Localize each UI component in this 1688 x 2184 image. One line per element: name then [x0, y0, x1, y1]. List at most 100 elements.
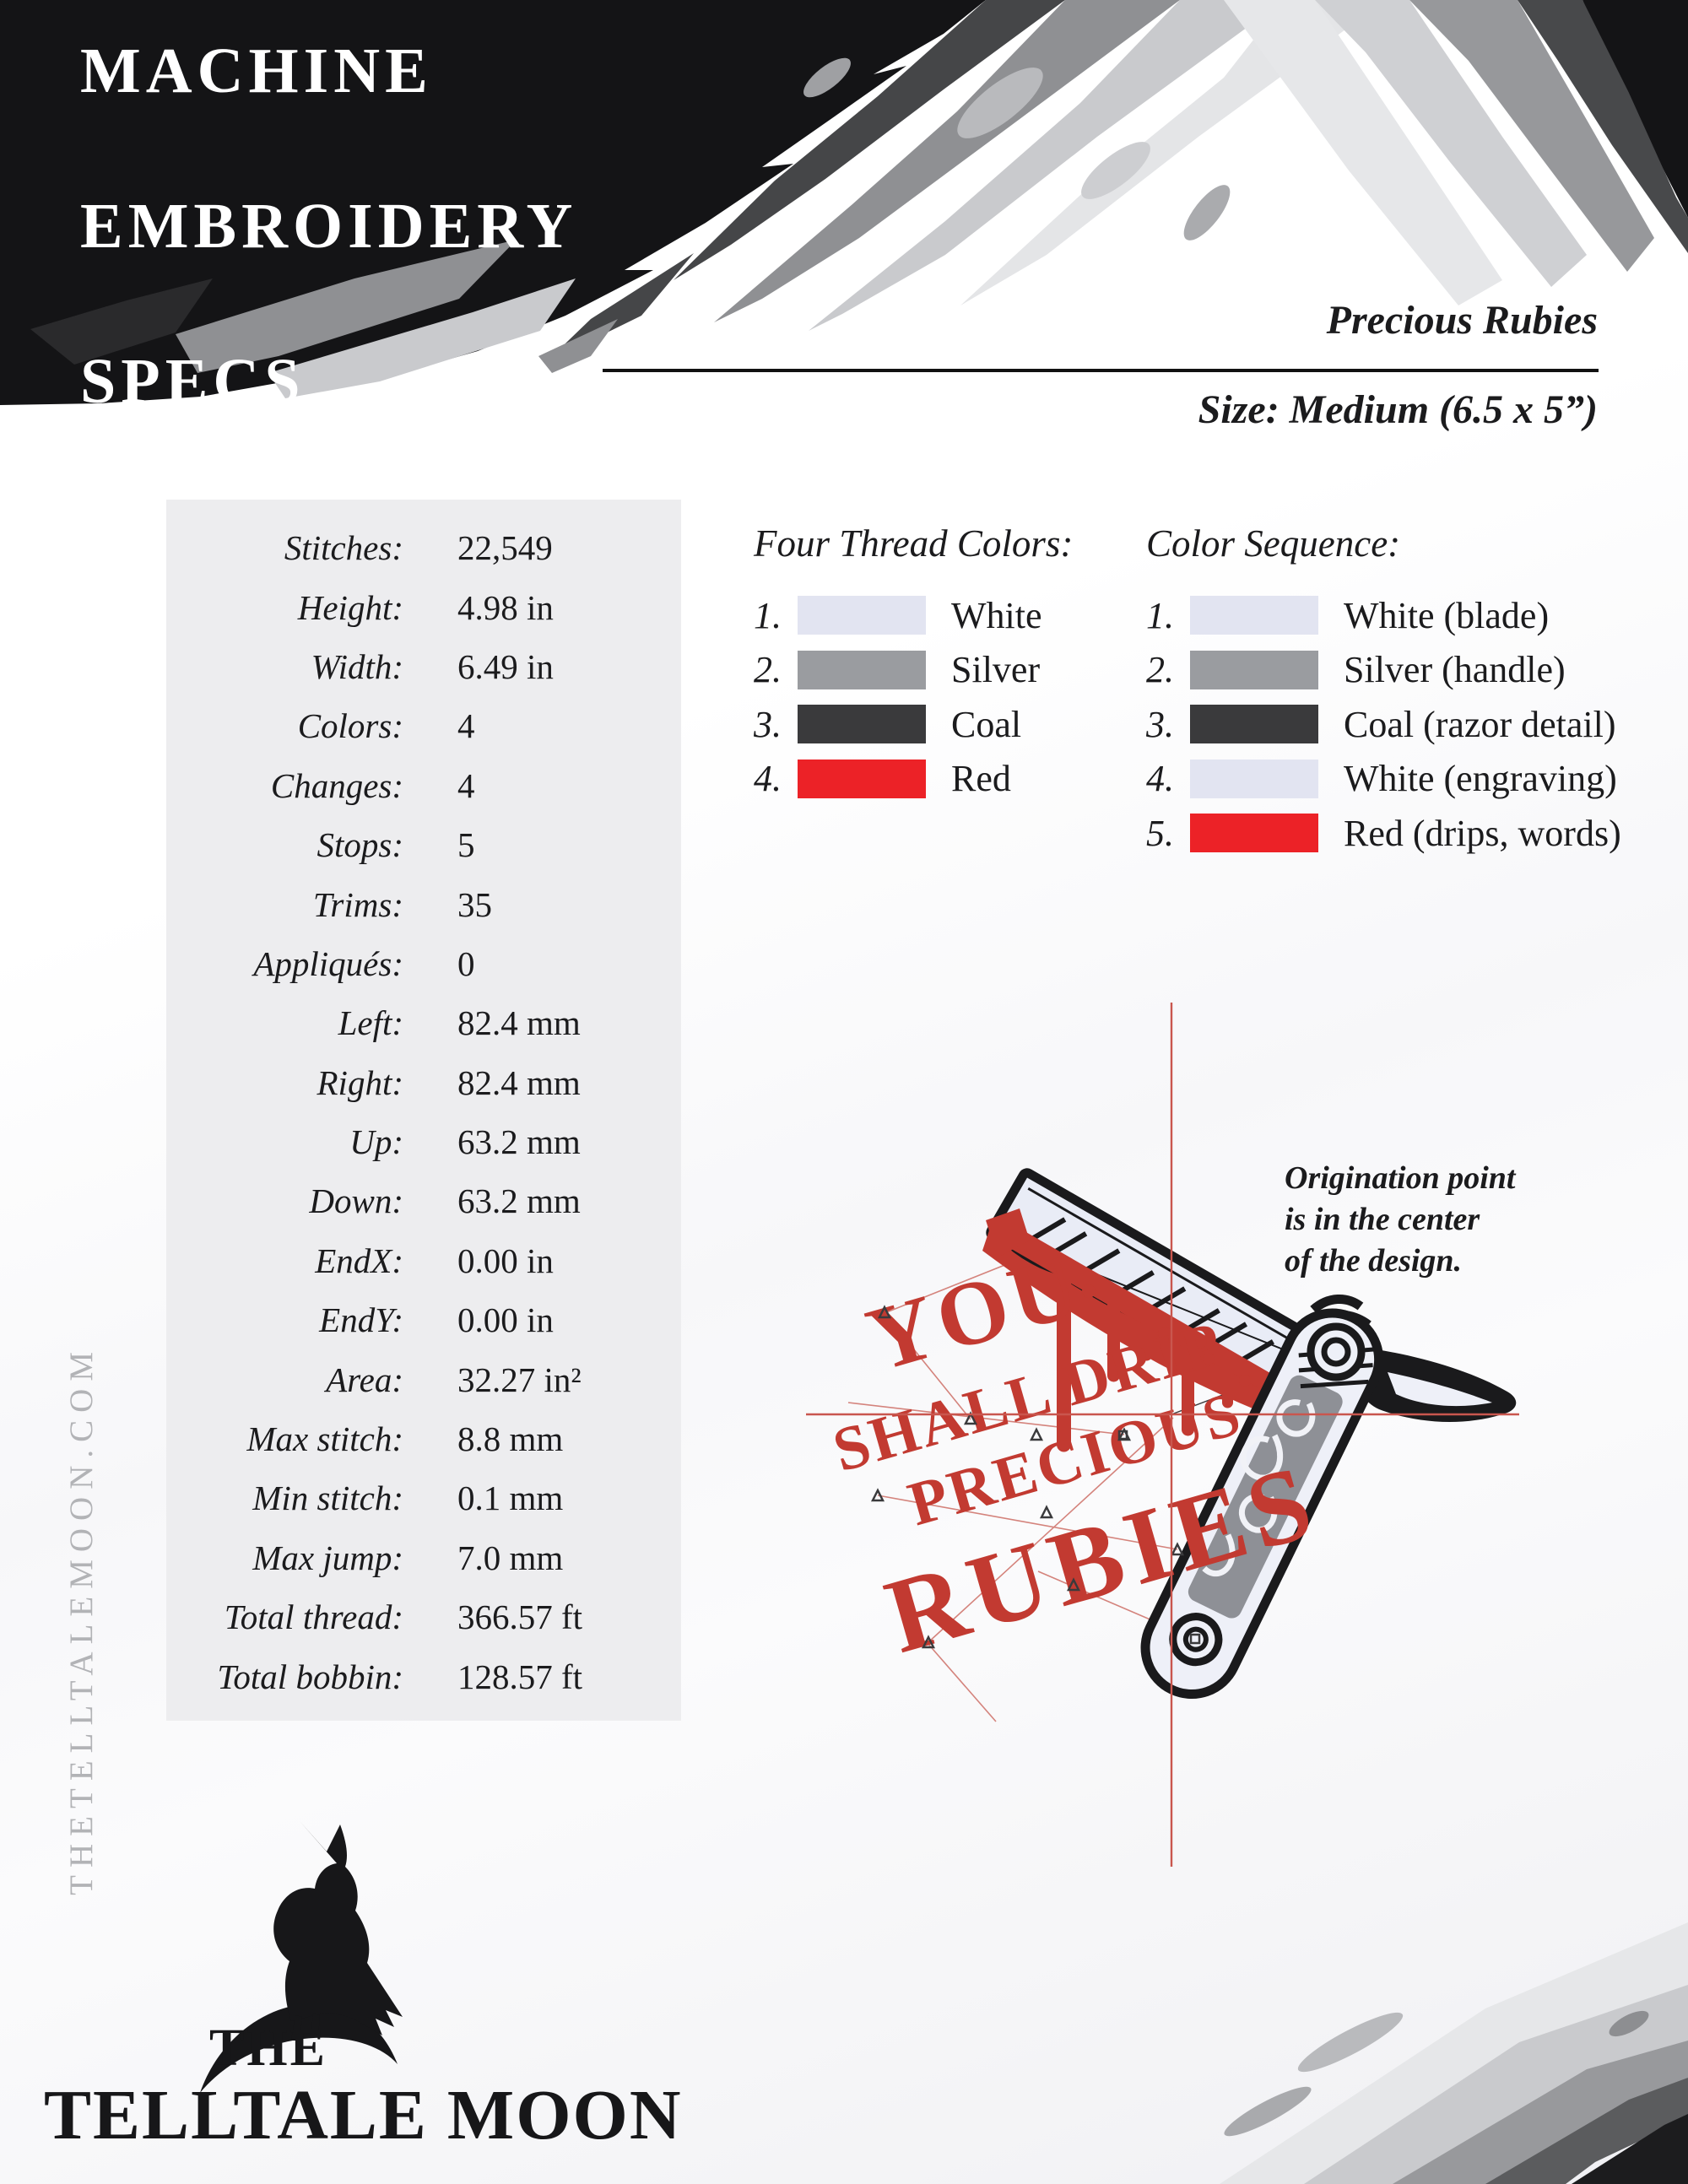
spec-label: Up:: [349, 1122, 403, 1162]
spec-row: Width: 6.49 in: [166, 637, 681, 696]
brush-tr-light: [1315, 0, 1587, 287]
spec-row: Changes: 4: [166, 756, 681, 815]
color-sequence-number: 3.: [1146, 703, 1174, 745]
spec-label: Width:: [311, 646, 403, 686]
page-title-line-1: MACHINE: [80, 35, 433, 106]
spec-value: 7.0 mm: [457, 1538, 564, 1577]
thread-color-swatch: [798, 705, 926, 744]
handle-filigree: [1202, 1399, 1316, 1576]
spec-value: 32.27 in²: [457, 1360, 582, 1399]
brush-spatter-2: [1081, 142, 1150, 199]
origination-note-line-2: is in the center: [1285, 1202, 1480, 1237]
logo-text-the: THE: [209, 2019, 327, 2077]
website-url-vertical: THETELLTALEMOON.COM: [63, 1344, 100, 1895]
brush-verylight-1: [960, 0, 1386, 305]
spec-label: Trims:: [312, 884, 403, 924]
spec-value: 4: [457, 765, 475, 805]
thread-colors-heading: Four Thread Colors:: [754, 522, 1074, 565]
razor-blade: [986, 1168, 1314, 1403]
spec-label: Down:: [309, 1181, 403, 1221]
spec-row: Stops: 5: [166, 815, 681, 874]
spec-row: Max jump: 7.0 mm: [166, 1528, 681, 1587]
crow-icon: [273, 1821, 403, 2041]
color-sequence-swatch: [1190, 650, 1318, 689]
spec-label: EndX:: [315, 1241, 403, 1280]
spec-value: 0.00 in: [457, 1241, 554, 1280]
brush-br-black: [1572, 2114, 1688, 2184]
color-sequence-section: Color Sequence: 1. White (blade) 2. Silv…: [1146, 522, 1621, 868]
razor-pivot-screw: [1307, 1322, 1366, 1381]
design-name: Precious Rubies: [1326, 298, 1598, 343]
origination-note-line-3: of the design.: [1285, 1243, 1463, 1279]
color-sequence-number: 4.: [1146, 758, 1174, 800]
thread-color-number: 2.: [754, 649, 782, 691]
brush-br-light: [1304, 1985, 1688, 2184]
brush-black-main: [0, 0, 986, 405]
spec-value: 0: [457, 943, 475, 983]
color-sequence-label: Coal (razor detail): [1344, 703, 1616, 745]
color-sequence-number: 2.: [1146, 649, 1174, 691]
spec-row: Trims: 35: [166, 874, 681, 933]
spec-value: 0.1 mm: [457, 1479, 564, 1518]
thread-color-number: 4.: [754, 758, 782, 800]
thread-color-label: White: [951, 594, 1042, 636]
spec-label: Total thread:: [224, 1597, 403, 1637]
spec-row: EndX: 0.00 in: [166, 1231, 681, 1290]
spec-row: Right: 82.4 mm: [166, 1053, 681, 1112]
spec-value: 82.4 mm: [457, 1003, 581, 1043]
spec-label: Changes:: [270, 765, 403, 805]
page-title-line-2: EMBROIDERY: [80, 191, 578, 262]
brush-darkgray-1: [674, 0, 1065, 280]
spec-value: 6.49 in: [457, 646, 554, 686]
blood-drips: [982, 1208, 1274, 1452]
color-sequence-row: 3. Coal (razor detail): [1146, 703, 1621, 745]
crescent-moon-icon: [200, 2003, 398, 2093]
page-title-line-3: SPECS: [80, 346, 306, 417]
spec-value: 4: [457, 706, 475, 746]
color-sequence-row: 5. Red (drips, words): [1146, 812, 1621, 854]
spec-label: Area:: [326, 1360, 403, 1399]
brush-tr-dark: [1518, 0, 1688, 253]
thread-color-label: Red: [951, 758, 1011, 800]
brush-br-dark: [1485, 2078, 1688, 2184]
origination-crosshair: [806, 1003, 1519, 1867]
brush-br-spatter-3: [1609, 2010, 1649, 2037]
color-sequence-number: 5.: [1146, 812, 1174, 854]
color-sequence-label: Silver (handle): [1344, 649, 1566, 691]
spec-label: Max jump:: [252, 1538, 403, 1577]
brush-br-spatter-2: [1224, 2086, 1312, 2137]
thread-color-row: 2. Silver: [754, 649, 1073, 691]
thread-color-row: 4. Red: [754, 758, 1073, 800]
spec-label: Max stitch:: [246, 1419, 403, 1459]
thread-color-swatch: [798, 650, 926, 689]
spec-row: Left: 82.4 mm: [166, 993, 681, 1052]
thread-color-number: 3.: [754, 703, 782, 745]
brush-midgray-2: [176, 240, 517, 373]
handle-end-screw: [1169, 1613, 1223, 1667]
brush-br-mid: [1393, 2041, 1688, 2184]
color-sequence-row: 4. White (engraving): [1146, 758, 1621, 800]
color-sequence-label: Red (drips, words): [1344, 812, 1621, 854]
spec-value: 35: [457, 884, 492, 924]
spec-label: Height:: [297, 587, 403, 627]
origination-note-line-1: Origination point: [1285, 1160, 1516, 1196]
spec-label: Min stitch:: [252, 1479, 403, 1518]
brush-tr-spatter: [1183, 185, 1231, 241]
color-sequence-heading: Color Sequence:: [1146, 522, 1401, 565]
thread-color-number: 1.: [754, 594, 782, 636]
brush-midgray-3: [538, 319, 618, 373]
spec-label: Appliqués:: [253, 943, 403, 983]
spec-row: Down: 63.2 mm: [166, 1171, 681, 1230]
spec-value: 128.57 ft: [457, 1657, 583, 1696]
spec-label: Stops:: [316, 825, 404, 865]
spec-row: Up: 63.2 mm: [166, 1112, 681, 1171]
thread-color-swatch: [798, 596, 926, 635]
spec-label: Colors:: [297, 706, 403, 746]
origination-note: Origination point is in the center of th…: [1285, 1158, 1515, 1282]
spec-label: Stitches:: [284, 528, 403, 568]
spec-row: Max stitch: 8.8 mm: [166, 1409, 681, 1468]
thread-colors-section: Four Thread Colors: 1. White 2. Silver 3…: [754, 522, 1073, 814]
color-sequence-swatch: [1190, 596, 1318, 635]
